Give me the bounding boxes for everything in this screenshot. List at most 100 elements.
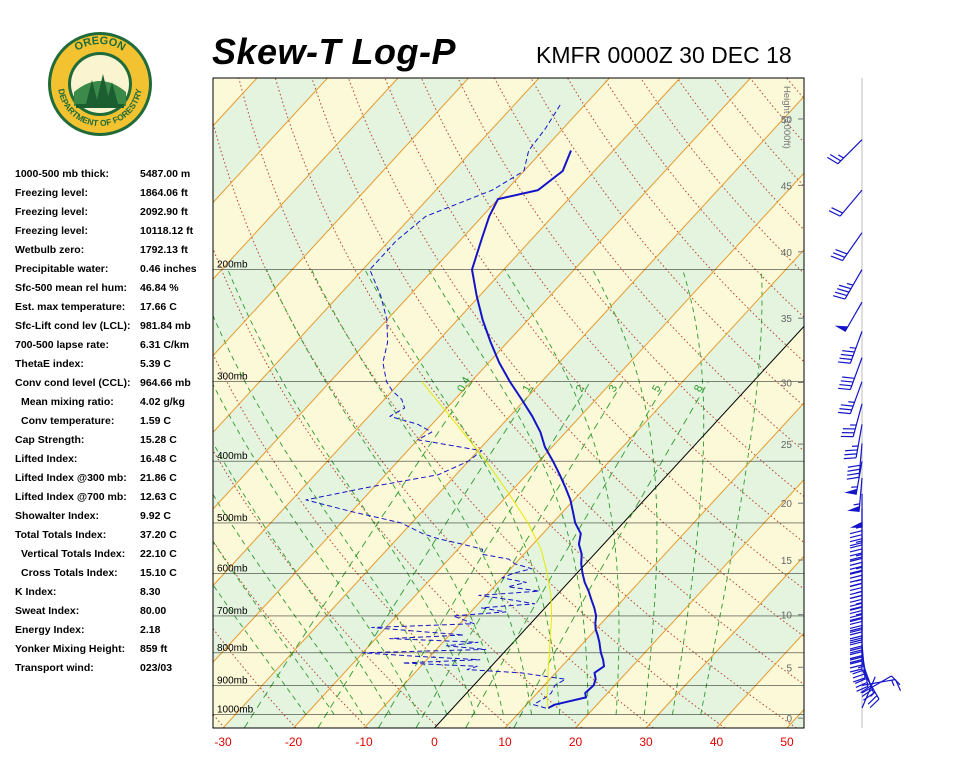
isotherm xyxy=(213,78,469,357)
seal-graphic: OREGON DEPARTMENT OF FORESTRY xyxy=(48,32,152,136)
height-label: 15 xyxy=(781,556,793,567)
wind-barb-staff xyxy=(852,403,863,437)
temperature-tick-label: 30 xyxy=(639,735,653,749)
wind-barb-half xyxy=(838,154,844,159)
temperature-tick-label: 10 xyxy=(498,735,512,749)
temperature-tick-label: 20 xyxy=(569,735,583,749)
isotherm xyxy=(0,78,187,728)
wind-barb xyxy=(832,269,863,300)
wind-barb xyxy=(847,477,863,512)
temperature-trace xyxy=(471,150,605,709)
wind-barb-flag xyxy=(849,659,863,664)
wind-barb-flag xyxy=(854,677,867,685)
wind-barb-staff xyxy=(861,675,892,694)
stat-value: 1792.13 ft xyxy=(140,244,188,256)
mixing-ratio-line xyxy=(465,381,667,728)
parcel-trace xyxy=(421,381,553,709)
wind-barb-flag xyxy=(849,578,863,583)
wind-barb-staff xyxy=(837,139,863,165)
mixing-ratio-label: 1 xyxy=(520,383,533,394)
wind-barb xyxy=(828,189,863,217)
stat-value: 6.31 C/km xyxy=(140,339,190,351)
wind-barb-flag xyxy=(849,664,863,669)
stat-value: 859 ft xyxy=(140,643,168,655)
zero-isotherm xyxy=(434,325,804,728)
stat-value: 12.63 C xyxy=(140,491,177,503)
mixing-ratio-line xyxy=(378,381,591,728)
wind-barb-flag xyxy=(849,645,863,650)
wind-barb-flag xyxy=(849,569,863,574)
stat-value: 1864.06 ft xyxy=(140,187,188,199)
wind-barb-staff xyxy=(842,232,863,261)
stat-value: 5487.00 m xyxy=(140,168,191,180)
stat-value: 80.00 xyxy=(140,605,167,617)
stat-label: Lifted Index @700 mb: xyxy=(15,491,127,503)
wind-barb xyxy=(849,625,863,664)
stat-label: Est. max temperature: xyxy=(15,301,126,313)
wind-barb-flag xyxy=(838,387,851,391)
height-label: 40 xyxy=(781,248,793,259)
isotherm xyxy=(575,478,804,728)
wind-barb-flag xyxy=(849,635,863,640)
wind-barb-flag xyxy=(855,681,868,688)
pressure-label: 1000mb xyxy=(217,705,254,716)
wind-barb-flag xyxy=(849,655,863,660)
stat-label: Mean mixing ratio: xyxy=(21,396,114,408)
wind-barb-flag xyxy=(849,602,863,607)
temperature-tick-label: 50 xyxy=(780,735,794,749)
wind-barb-flag xyxy=(849,594,863,600)
wind-barb-half xyxy=(857,665,865,669)
moist-adiabat xyxy=(592,269,658,715)
dry-adiabat xyxy=(213,120,654,728)
stat-label: Vertical Totals Index: xyxy=(21,548,126,560)
height-label: 0 xyxy=(786,714,792,725)
moist-adiabat xyxy=(213,442,391,715)
wind-barb-flag xyxy=(867,695,878,705)
wind-barb-flag xyxy=(860,685,872,694)
wind-barb-staff xyxy=(844,269,863,300)
stat-label: Cap Strength: xyxy=(15,434,85,446)
wind-barb-pennant xyxy=(844,488,858,495)
stat-label: Conv cond level (CCL): xyxy=(15,377,131,389)
stat-label: Freezing level: xyxy=(15,206,88,218)
stat-value: 2092.90 ft xyxy=(140,206,188,218)
height-axis-label: Height (1000ft) xyxy=(781,86,792,149)
wind-barb-flag xyxy=(849,565,863,570)
pressure-label: 800mb xyxy=(217,643,248,654)
isotherm xyxy=(293,172,804,728)
pressure-label: 700mb xyxy=(217,606,248,617)
mixing-ratio-line xyxy=(513,381,709,728)
wind-barb-flag xyxy=(849,582,863,587)
isotherm xyxy=(213,78,681,587)
plot-frame xyxy=(212,77,805,729)
stat-value: 22.10 C xyxy=(140,548,177,560)
stat-label: Precipitable water: xyxy=(15,263,109,275)
wind-barb-flag xyxy=(831,207,843,214)
wind-barb-flag xyxy=(849,606,863,611)
stat-value: 37.20 C xyxy=(140,529,177,541)
stat-label: Lifted Index @300 mb: xyxy=(15,472,127,484)
stat-label: Conv temperature: xyxy=(21,415,115,427)
wind-barb-half xyxy=(855,602,863,605)
temperature-tick-label: 40 xyxy=(710,735,724,749)
wind-barb-flag xyxy=(849,548,863,553)
wind-barb xyxy=(830,232,863,262)
stat-label: K Index: xyxy=(15,586,57,598)
stat-label: Total Totals Index: xyxy=(15,529,107,541)
wind-barb-flag xyxy=(849,586,863,592)
wind-barb-pennant xyxy=(847,505,860,512)
height-label: 45 xyxy=(781,181,793,192)
stat-value: 10118.12 ft xyxy=(140,225,194,237)
mixing-ratio-label: 2 xyxy=(574,383,587,394)
stat-label: Yonker Mixing Height: xyxy=(15,643,126,655)
moist-adiabat xyxy=(672,269,705,715)
wind-barb-flag xyxy=(847,468,860,472)
wind-barb-flag xyxy=(849,647,863,652)
pressure-label: 400mb xyxy=(217,451,248,462)
wind-barb-flag xyxy=(834,291,848,297)
wind-barb-flag xyxy=(849,620,863,626)
pressure-label: 600mb xyxy=(217,563,248,574)
mixing-ratio-label: 3 xyxy=(607,383,620,394)
wind-barb xyxy=(844,461,863,495)
